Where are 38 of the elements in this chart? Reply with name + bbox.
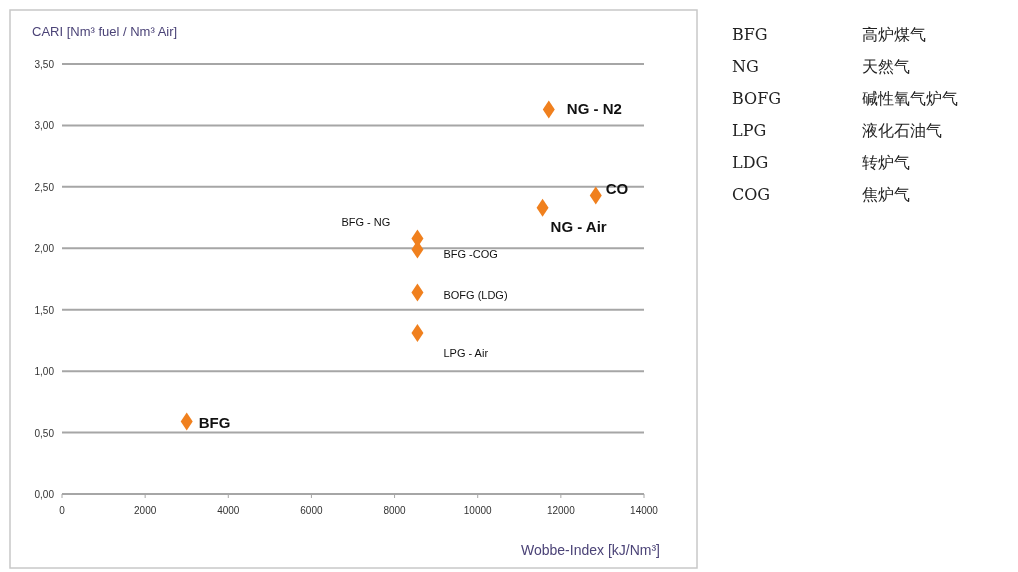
text: 高炉煤气 xyxy=(862,25,926,44)
annotation: LPG - Air xyxy=(443,347,489,360)
y-tick-label: 2,50 xyxy=(34,181,55,193)
text: 液化石油气 xyxy=(862,121,942,140)
text: 焦炉气 xyxy=(862,185,910,204)
x-tick-label: 10000 xyxy=(463,505,493,516)
x-tick-label: 6000 xyxy=(300,505,323,516)
y-tick-label: 0,00 xyxy=(34,489,55,500)
x-tick-label: 2000 xyxy=(134,505,157,516)
text: COG xyxy=(732,185,771,204)
x-axis-title: Wobbe-Index [kJ/Nm³] xyxy=(520,542,660,558)
x-tick-label: 8000 xyxy=(383,505,407,516)
x-tick-label: 4000 xyxy=(217,505,240,516)
text: BFG xyxy=(732,25,768,44)
annotation: BFG xyxy=(198,413,231,431)
text: BOFG xyxy=(732,89,782,108)
y-tick-label: 1,50 xyxy=(34,304,55,316)
annotation: BFG - NG xyxy=(341,216,391,229)
y-tick-label: 2,00 xyxy=(34,243,55,255)
x-tick-label: 0 xyxy=(59,505,66,516)
text: LPG xyxy=(732,121,767,140)
y-tick-label: 3,50 xyxy=(34,59,55,70)
y-tick-label: 3,00 xyxy=(34,120,55,132)
x-tick-label: 14000 xyxy=(630,505,659,516)
text: LDG xyxy=(732,153,769,172)
annotation: NG - Air xyxy=(550,217,607,235)
text: 转炉气 xyxy=(862,153,910,172)
x-tick-label: 12000 xyxy=(546,505,576,516)
annotation: CO xyxy=(605,180,629,198)
y-axis-title: CARI [Nm³ fuel / Nm³ Air] xyxy=(32,24,178,39)
annotation: BFG -COG xyxy=(443,247,498,260)
text: NG xyxy=(732,57,759,76)
annotation: NG - N2 xyxy=(566,100,622,118)
text: 天然气 xyxy=(862,57,910,76)
y-tick-label: 1,00 xyxy=(34,366,55,378)
y-tick-label: 0,50 xyxy=(34,427,55,439)
annotation: BOFG (LDG) xyxy=(443,288,508,301)
text: 碱性氧气炉气 xyxy=(862,89,958,108)
